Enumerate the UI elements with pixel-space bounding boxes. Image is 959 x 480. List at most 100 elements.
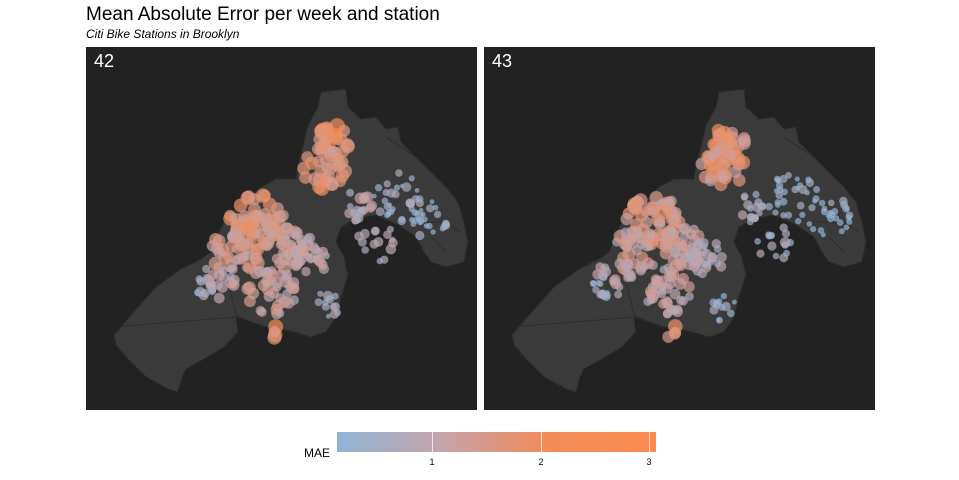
station-point bbox=[325, 313, 332, 319]
station-point bbox=[290, 245, 301, 256]
station-point bbox=[335, 169, 349, 183]
station-point bbox=[718, 171, 730, 183]
station-point bbox=[322, 252, 330, 260]
station-point bbox=[592, 286, 600, 294]
station-point bbox=[779, 175, 788, 183]
station-point bbox=[597, 289, 607, 299]
station-point bbox=[313, 255, 326, 267]
station-point bbox=[780, 212, 787, 219]
station-point bbox=[684, 251, 695, 262]
station-point bbox=[442, 221, 451, 230]
station-point bbox=[277, 238, 289, 250]
station-point bbox=[738, 134, 751, 148]
station-point bbox=[399, 183, 405, 189]
station-point bbox=[707, 151, 718, 162]
station-point bbox=[385, 243, 397, 255]
legend-tick-3 bbox=[649, 432, 650, 452]
station-point bbox=[765, 202, 773, 211]
station-point bbox=[604, 290, 610, 295]
station-point bbox=[281, 222, 293, 234]
station-point bbox=[361, 246, 370, 254]
station-point bbox=[781, 229, 791, 238]
station-point bbox=[645, 242, 654, 251]
station-point bbox=[775, 191, 784, 200]
station-point bbox=[675, 260, 687, 271]
station-point bbox=[329, 302, 338, 311]
station-point bbox=[706, 164, 721, 179]
station-point bbox=[251, 243, 265, 256]
district-border bbox=[385, 136, 417, 158]
station-point bbox=[699, 238, 709, 248]
station-point bbox=[208, 286, 217, 294]
station-point bbox=[627, 197, 641, 211]
station-point bbox=[315, 122, 331, 138]
station-point bbox=[426, 204, 435, 213]
station-point bbox=[663, 270, 675, 282]
station-point bbox=[308, 172, 322, 186]
station-point bbox=[196, 277, 206, 286]
station-point bbox=[226, 272, 235, 281]
station-point bbox=[257, 307, 267, 317]
map-panel-week-43: 43 bbox=[484, 47, 875, 410]
station-point bbox=[674, 252, 684, 262]
station-point bbox=[692, 240, 703, 251]
station-point bbox=[398, 215, 406, 223]
station-point bbox=[716, 317, 721, 323]
station-point bbox=[727, 309, 735, 318]
mae-legend: MAE 1 2 3 bbox=[300, 430, 680, 475]
station-point bbox=[243, 281, 256, 294]
station-point bbox=[325, 162, 338, 175]
station-point bbox=[371, 226, 380, 235]
station-point bbox=[328, 127, 343, 143]
legend-title: MAE bbox=[304, 446, 331, 460]
station-point bbox=[599, 273, 608, 282]
station-point bbox=[346, 188, 354, 197]
station-point bbox=[261, 240, 273, 252]
station-point bbox=[226, 264, 236, 273]
panel-label-week-42: 42 bbox=[94, 51, 115, 71]
station-point bbox=[426, 222, 433, 230]
station-point bbox=[340, 139, 355, 154]
station-point bbox=[636, 251, 649, 264]
station-point bbox=[360, 228, 370, 239]
station-point bbox=[813, 186, 821, 193]
station-point bbox=[845, 214, 852, 221]
station-point bbox=[351, 214, 362, 225]
station-point bbox=[590, 280, 598, 288]
station-point bbox=[227, 230, 238, 241]
station-point bbox=[729, 166, 742, 178]
station-point bbox=[810, 226, 817, 233]
station-point bbox=[357, 237, 367, 247]
station-point bbox=[661, 297, 673, 309]
station-point bbox=[331, 292, 339, 300]
map-canvas-week-43 bbox=[511, 88, 867, 393]
station-point bbox=[415, 230, 425, 241]
map-canvas-week-42 bbox=[113, 88, 469, 393]
station-point bbox=[213, 246, 226, 259]
station-point bbox=[213, 292, 225, 304]
station-point bbox=[672, 306, 683, 317]
station-point bbox=[375, 207, 385, 217]
station-point bbox=[301, 266, 311, 277]
station-point bbox=[662, 308, 673, 319]
station-point bbox=[240, 191, 255, 206]
station-point bbox=[623, 263, 632, 272]
station-point bbox=[433, 210, 442, 219]
station-point bbox=[597, 280, 604, 287]
station-point bbox=[669, 288, 681, 300]
district-border bbox=[814, 221, 860, 233]
station-point bbox=[663, 263, 673, 273]
station-point bbox=[644, 201, 659, 216]
station-point bbox=[386, 202, 392, 208]
station-point bbox=[430, 229, 436, 235]
district-border bbox=[430, 236, 447, 253]
station-point bbox=[781, 188, 788, 196]
station-point bbox=[386, 211, 392, 217]
station-point bbox=[664, 278, 676, 290]
station-point bbox=[656, 288, 667, 299]
station-point bbox=[836, 219, 844, 226]
station-point bbox=[832, 215, 840, 222]
station-point bbox=[712, 128, 726, 142]
map-panel-week-42: 42 bbox=[86, 47, 477, 410]
station-point bbox=[718, 303, 726, 311]
